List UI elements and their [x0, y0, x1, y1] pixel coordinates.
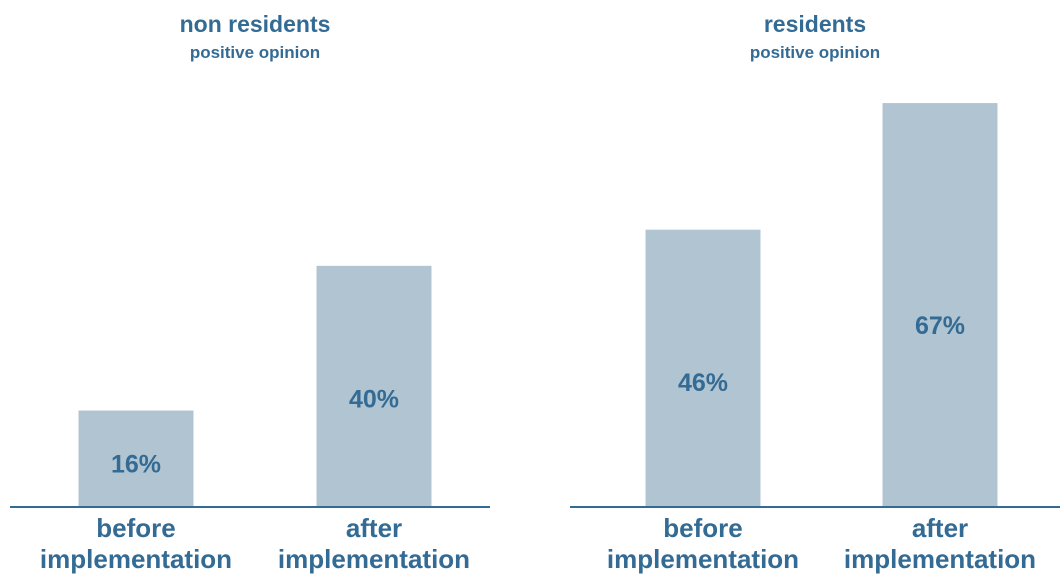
chart-subtitle: positive opinion — [750, 43, 880, 62]
bar — [316, 265, 432, 507]
bar — [78, 410, 194, 507]
category-label: implementation — [278, 544, 470, 574]
category-label: implementation — [844, 544, 1036, 574]
bar-value-label: 46% — [678, 369, 728, 397]
bar-value-label: 40% — [349, 385, 399, 413]
category-label: after — [912, 513, 968, 543]
bar — [645, 229, 761, 507]
category-label: after — [346, 513, 402, 543]
chart-subtitle: positive opinion — [190, 43, 320, 62]
category-label: implementation — [607, 544, 799, 574]
category-label: before — [663, 513, 742, 543]
bar-value-label: 67% — [915, 312, 965, 340]
bar-value-label: 16% — [111, 451, 161, 479]
chart-title: non residents — [180, 11, 331, 37]
category-label: before — [96, 513, 175, 543]
chart-title: residents — [764, 11, 866, 37]
bar — [882, 103, 998, 507]
category-label: implementation — [40, 544, 232, 574]
